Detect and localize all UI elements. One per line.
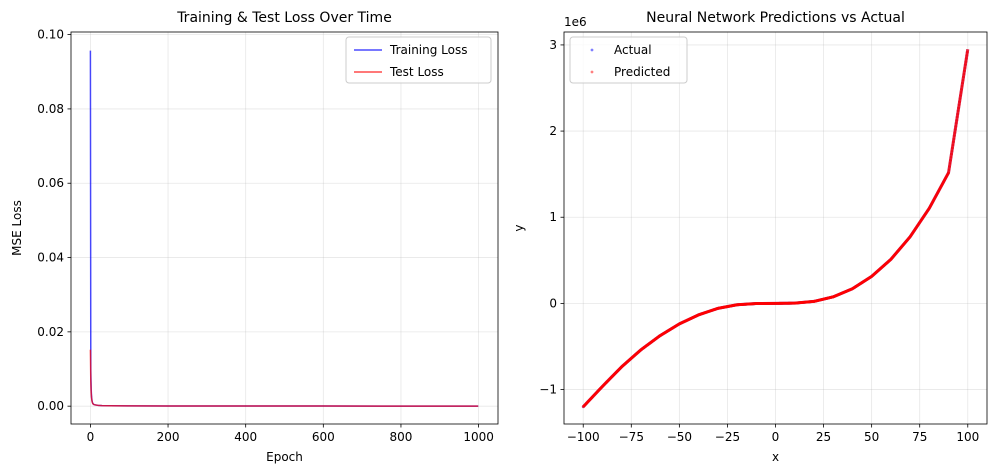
x-tick-label: 0 xyxy=(772,430,780,444)
x-tick-label: 0 xyxy=(87,430,95,444)
x-tick-label: 25 xyxy=(816,430,831,444)
x-tick-label: 1000 xyxy=(463,430,494,444)
legend-label: Actual xyxy=(614,43,652,57)
x-tick-label: 50 xyxy=(864,430,879,444)
x-axis-label: x xyxy=(772,450,779,464)
legend-label: Training Loss xyxy=(389,43,467,57)
y-tick-label: 0.02 xyxy=(37,325,64,339)
y-axis-label: MSE Loss xyxy=(10,200,24,256)
y-tick-label: 0.04 xyxy=(37,251,64,265)
x-tick-label: −100 xyxy=(567,430,600,444)
x-tick-label: 75 xyxy=(912,430,927,444)
y-axis-label: y xyxy=(512,224,526,231)
x-tick-label: 400 xyxy=(234,430,257,444)
y-tick-label: 0.06 xyxy=(37,176,64,190)
legend-frame xyxy=(345,36,492,84)
series-line-training-loss xyxy=(89,50,479,407)
legend: Actual Predicted xyxy=(569,36,688,84)
y-offset-text: 1e6 xyxy=(564,15,587,29)
chart-title: Training & Test Loss Over Time xyxy=(176,10,392,26)
legend-frame xyxy=(569,36,688,84)
x-tick-label: 200 xyxy=(157,430,180,444)
x-tick-label: 600 xyxy=(312,430,335,444)
y-tick-label: 0.10 xyxy=(37,28,64,42)
legend-swatch xyxy=(590,48,594,52)
chart-2: −100 −75 −50 −25 0 25 50 75 100 −1 0 1 2 3 Neural Netw… xyxy=(512,10,988,464)
x-tick-label: −25 xyxy=(715,430,740,444)
legend: Training Loss Test Loss xyxy=(345,36,492,84)
legend-label: Predicted xyxy=(614,65,670,79)
x-tick-label: −75 xyxy=(619,430,644,444)
x-axis-label: Epoch xyxy=(266,450,303,464)
plot-frame xyxy=(70,31,499,425)
y-tick-label: 2 xyxy=(549,124,557,138)
y-tick-label: 1 xyxy=(549,210,557,224)
x-tick-label: 100 xyxy=(956,430,979,444)
y-tick-label: 0.00 xyxy=(37,399,64,413)
y-tick-label: −1 xyxy=(539,383,557,397)
series-predicted xyxy=(581,48,970,409)
y-tick-label: 0.08 xyxy=(37,102,64,116)
series-line-test-loss xyxy=(89,349,479,407)
chart-1: 0 200 400 600 800 1000 0.00 0.02 0.04 0.06 0.08 0.1… xyxy=(10,10,499,464)
legend-label: Test Loss xyxy=(389,65,444,79)
x-tick-label: −50 xyxy=(667,430,692,444)
chart-title: Neural Network Predictions vs Actual xyxy=(646,10,905,26)
legend-swatch xyxy=(590,70,594,74)
y-tick-label: 3 xyxy=(549,38,557,52)
scatter-band xyxy=(582,48,970,408)
y-tick-label: 0 xyxy=(549,296,557,310)
x-tick-label: 800 xyxy=(390,430,413,444)
